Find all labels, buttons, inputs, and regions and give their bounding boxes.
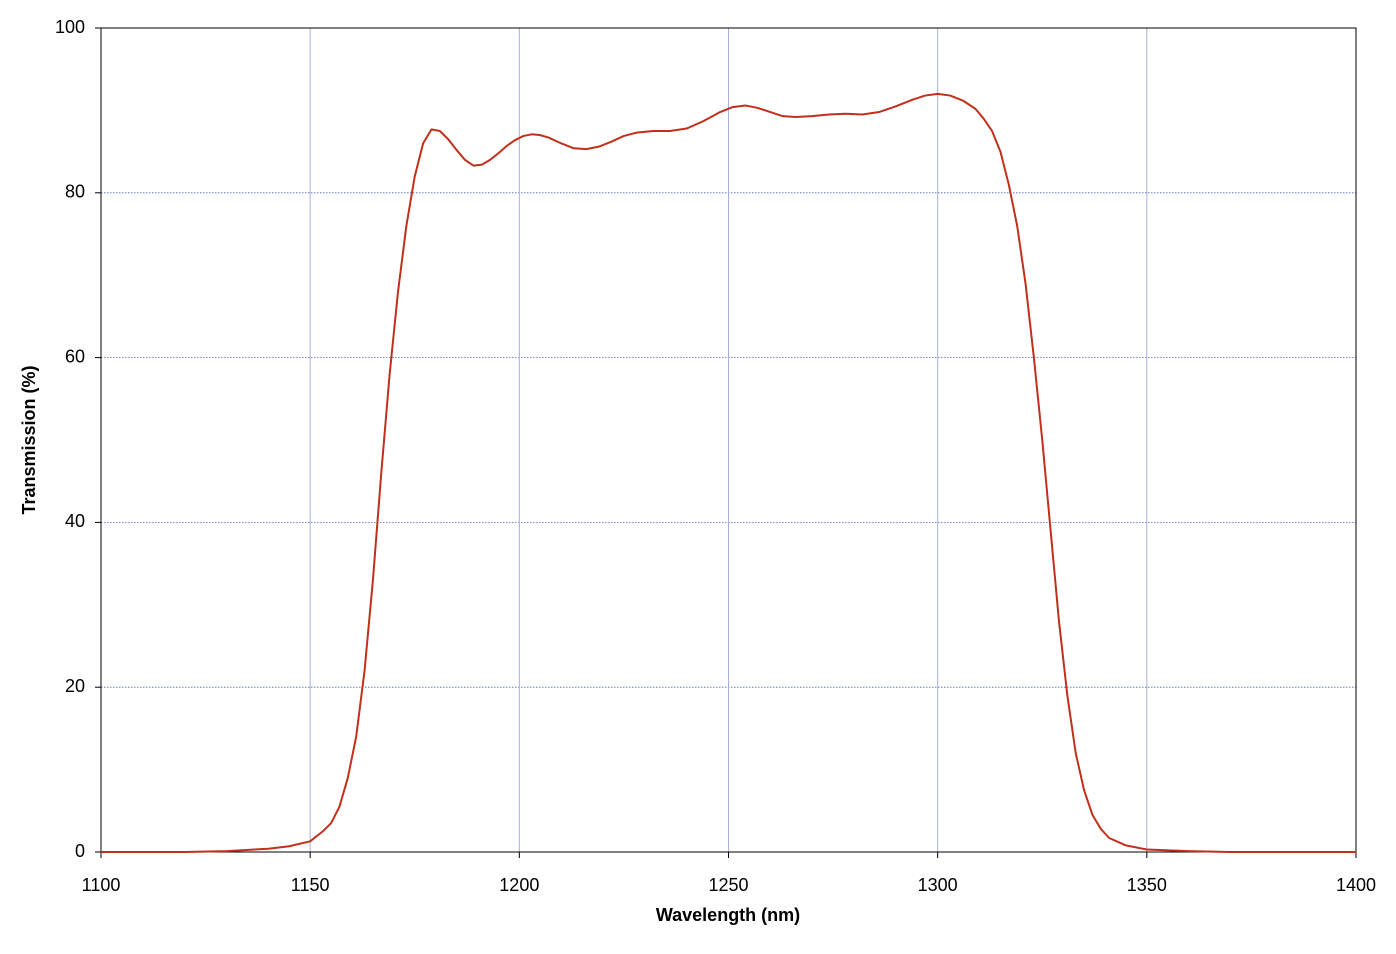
- x-axis-label: Wavelength (nm): [656, 905, 800, 925]
- y-tick-label: 20: [65, 676, 85, 696]
- x-tick-label: 1300: [918, 875, 958, 895]
- y-tick-label: 60: [65, 346, 85, 366]
- plot-border: [100, 27, 1357, 853]
- y-axis-label: Transmission (%): [19, 365, 39, 514]
- x-tick-label: 1250: [708, 875, 748, 895]
- y-tick-label: 0: [75, 841, 85, 861]
- x-tick-label: 1400: [1336, 875, 1376, 895]
- y-tick-label: 100: [55, 17, 85, 37]
- x-tick-label: 1200: [499, 875, 539, 895]
- y-tick-label: 80: [65, 182, 85, 202]
- x-tick-label: 1100: [82, 875, 121, 895]
- data-line: [101, 92, 1356, 853]
- x-tick-label: 1350: [1127, 875, 1167, 895]
- x-tick-label: 1150: [291, 875, 330, 895]
- y-tick-label: 40: [65, 511, 85, 531]
